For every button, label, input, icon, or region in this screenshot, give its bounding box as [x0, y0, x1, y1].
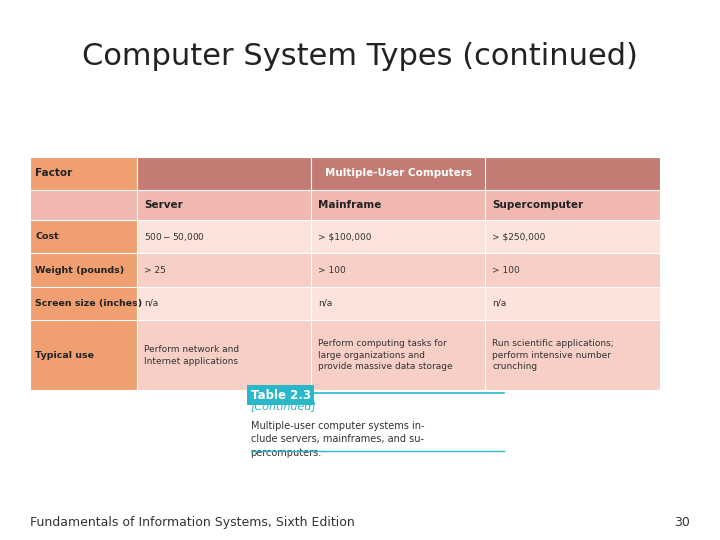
Bar	[30, 287, 137, 320]
Bar	[137, 220, 311, 253]
Text: Server: Server	[144, 200, 183, 210]
Text: Perform computing tasks for
large organizations and
provide massive data storage: Perform computing tasks for large organi…	[318, 339, 453, 372]
Text: Run scientific applications;
perform intensive number
crunching: Run scientific applications; perform int…	[492, 339, 614, 372]
Bar	[311, 287, 485, 320]
Text: > $100,000: > $100,000	[318, 232, 372, 241]
Bar	[311, 320, 485, 390]
Text: Supercomputer: Supercomputer	[492, 200, 584, 210]
Text: Typical use: Typical use	[35, 351, 94, 360]
Text: n/a: n/a	[492, 299, 507, 308]
Bar	[485, 287, 660, 320]
Bar	[485, 190, 660, 220]
Text: Cost: Cost	[35, 232, 59, 241]
Bar	[485, 253, 660, 287]
Text: > $250,000: > $250,000	[492, 232, 546, 241]
Text: n/a: n/a	[318, 299, 333, 308]
Text: Multiple-user computer systems in-
clude servers, mainframes, and su-
percompute: Multiple-user computer systems in- clude…	[251, 421, 424, 457]
Bar	[30, 220, 137, 253]
Text: Computer System Types (continued): Computer System Types (continued)	[82, 42, 638, 71]
Text: Weight (pounds): Weight (pounds)	[35, 266, 125, 274]
Bar	[30, 190, 137, 220]
Bar	[311, 253, 485, 287]
Text: Fundamentals of Information Systems, Sixth Edition: Fundamentals of Information Systems, Six…	[30, 516, 355, 529]
Bar	[311, 190, 485, 220]
Bar	[30, 157, 137, 190]
Bar	[485, 220, 660, 253]
Bar	[137, 320, 311, 390]
Text: Screen size (inches): Screen size (inches)	[35, 299, 143, 308]
Text: n/a: n/a	[144, 299, 158, 308]
Bar	[30, 253, 137, 287]
Bar	[137, 287, 311, 320]
Text: $500-$50,000: $500-$50,000	[144, 231, 205, 242]
Text: Multiple-User Computers: Multiple-User Computers	[325, 168, 472, 178]
Bar	[311, 220, 485, 253]
Text: Factor: Factor	[35, 168, 73, 178]
Bar	[137, 157, 660, 190]
Bar	[137, 190, 311, 220]
Text: > 100: > 100	[318, 266, 346, 274]
Text: 30: 30	[674, 516, 690, 529]
Text: > 25: > 25	[144, 266, 166, 274]
Bar	[485, 320, 660, 390]
Bar	[137, 253, 311, 287]
Text: > 100: > 100	[492, 266, 521, 274]
Bar	[30, 320, 137, 390]
Text: Mainframe: Mainframe	[318, 200, 382, 210]
Text: [Continued]: [Continued]	[251, 401, 316, 411]
Text: Perform network and
Internet applications: Perform network and Internet application…	[144, 345, 239, 366]
Text: Table 2.3: Table 2.3	[251, 389, 310, 402]
